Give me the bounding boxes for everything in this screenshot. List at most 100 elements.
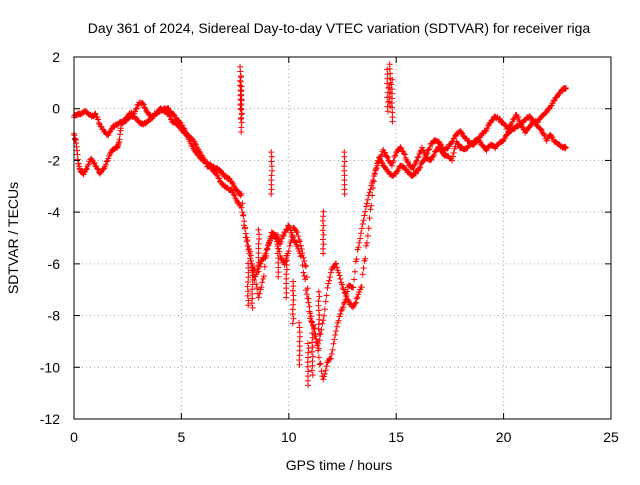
data-point	[315, 354, 322, 361]
data-point	[294, 229, 301, 236]
data-point	[382, 149, 389, 156]
data-point	[370, 178, 377, 185]
data-point	[302, 287, 309, 294]
axis-ticks: 0 5 10 15 20 25 -12 -10 -8 -6 -4 -2 0 2	[40, 49, 619, 445]
data-point	[352, 299, 359, 306]
data-point	[252, 273, 259, 280]
data-point	[259, 279, 266, 286]
data-point	[489, 117, 496, 124]
data-point	[249, 286, 256, 293]
data-point	[318, 326, 325, 333]
data-point	[141, 104, 148, 111]
data-point	[340, 286, 347, 293]
data-point	[339, 285, 346, 292]
data-point	[327, 274, 334, 281]
data-point	[133, 105, 140, 112]
data-point	[332, 261, 339, 268]
data-point	[404, 158, 411, 165]
data-point	[230, 182, 237, 189]
data-point	[341, 299, 348, 306]
data-point	[321, 373, 328, 380]
data-point	[309, 322, 316, 329]
data-point	[415, 153, 422, 160]
x-tick-label: 15	[388, 429, 404, 445]
data-point	[397, 144, 404, 151]
data-point	[510, 116, 517, 123]
plot-border	[73, 56, 612, 420]
x-tick-label: 25	[603, 429, 619, 445]
data-point	[316, 361, 323, 368]
data-point	[298, 252, 305, 259]
data-point	[260, 255, 267, 262]
data-point	[427, 157, 434, 164]
data-point	[370, 177, 377, 184]
data-point	[426, 145, 433, 152]
data-point	[323, 363, 330, 370]
data-point	[502, 122, 509, 129]
data-point	[389, 76, 396, 83]
data-point	[256, 263, 263, 270]
data-point	[320, 231, 327, 238]
data-point	[243, 238, 250, 245]
data-point	[315, 288, 322, 295]
data-point	[246, 250, 253, 257]
data-point	[238, 115, 245, 122]
y-axis-label: SDTVAR / TECUs	[5, 182, 21, 294]
data-point	[303, 291, 310, 298]
data-point	[325, 280, 332, 287]
data-point	[309, 344, 316, 351]
data-point	[366, 215, 373, 222]
data-point	[230, 191, 237, 198]
data-point	[309, 330, 316, 337]
data-point	[260, 275, 267, 282]
data-point	[360, 265, 367, 272]
data-point	[245, 260, 252, 267]
data-point	[333, 260, 340, 267]
y-tick-label: -12	[40, 411, 60, 427]
data-point	[358, 284, 365, 291]
data-point	[287, 239, 294, 246]
data-point	[244, 242, 251, 249]
data-point	[249, 304, 256, 311]
data-point	[337, 276, 344, 283]
data-point	[302, 276, 309, 283]
data-point	[309, 372, 316, 379]
data-point	[410, 165, 417, 172]
data-point	[266, 236, 273, 243]
data-point	[378, 158, 385, 165]
data-point	[296, 324, 303, 331]
data-point	[385, 98, 392, 105]
data-point	[330, 340, 337, 347]
data-point	[140, 101, 147, 108]
data-point	[367, 186, 374, 193]
data-point	[342, 290, 349, 297]
data-point	[317, 360, 324, 367]
data-point	[255, 226, 262, 233]
data-point	[289, 287, 296, 294]
data-point	[329, 346, 336, 353]
data-point	[556, 90, 563, 97]
data-point	[306, 303, 313, 310]
data-point	[322, 298, 329, 305]
data-point	[316, 337, 323, 344]
data-point	[516, 117, 523, 124]
data-point	[302, 263, 309, 270]
data-point	[339, 281, 346, 288]
data-point	[496, 115, 503, 122]
data-point	[458, 129, 465, 136]
data-point	[363, 203, 370, 210]
data-point	[482, 128, 489, 135]
data-point	[238, 124, 245, 131]
data-point	[362, 208, 369, 215]
data-point	[284, 257, 291, 264]
data-point	[238, 204, 245, 211]
data-point	[296, 319, 303, 326]
data-point	[237, 74, 244, 81]
data-point	[290, 315, 297, 322]
data-point	[319, 227, 326, 234]
data-point	[308, 367, 315, 374]
data-point	[256, 231, 263, 238]
data-point	[333, 264, 340, 271]
data-point	[562, 85, 569, 92]
data-point	[369, 192, 376, 199]
